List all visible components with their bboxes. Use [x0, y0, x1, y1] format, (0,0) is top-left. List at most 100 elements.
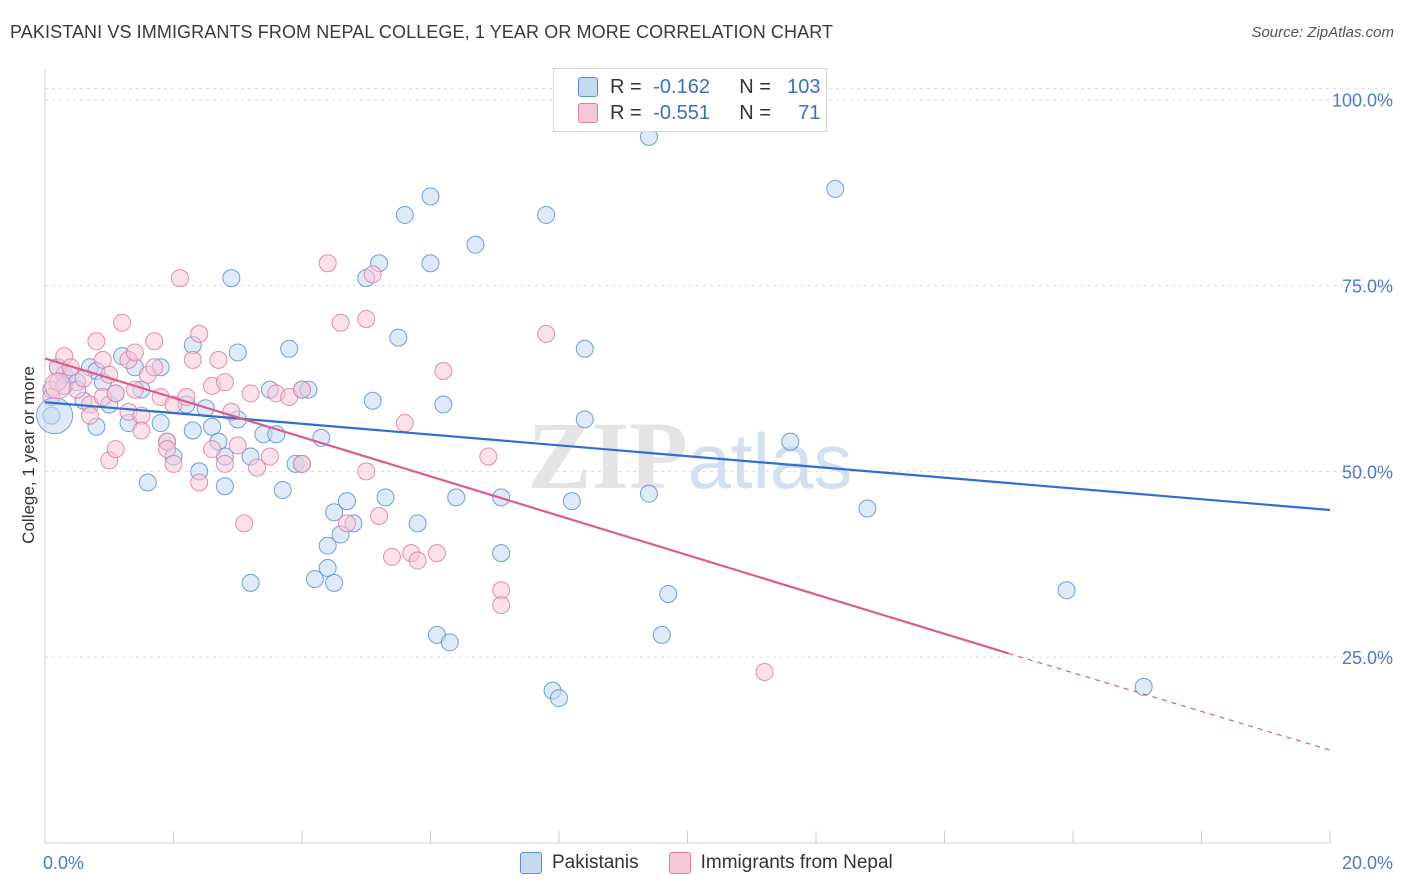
point-pakistanis [318, 558, 337, 577]
point-nepal [337, 514, 356, 533]
point-pakistanis [575, 339, 594, 358]
point-pakistanis [305, 570, 324, 589]
point-pakistanis [318, 536, 337, 555]
point-nepal [125, 343, 144, 362]
point-pakistanis [389, 328, 408, 347]
point-nepal [235, 514, 254, 533]
x-tick-label: 0.0% [43, 853, 84, 873]
point-pakistanis [421, 254, 440, 273]
point-pakistanis [447, 488, 466, 507]
point-nepal [215, 373, 234, 392]
point-pakistanis [575, 410, 594, 429]
trend-line-nepal-extension [1008, 652, 1331, 751]
legend-row-nepal: R = -0.551 N = 71 [578, 100, 821, 126]
y-tick-label: 50.0% [1342, 462, 1393, 482]
point-pakistanis [222, 269, 241, 288]
point-nepal [44, 372, 72, 400]
point-nepal [145, 358, 164, 377]
point-pakistanis [562, 492, 581, 511]
point-nepal [145, 332, 164, 351]
point-pakistanis [652, 625, 671, 644]
y-axis-label: College, 1 year or more [19, 366, 38, 544]
point-nepal [479, 447, 498, 466]
point-pakistanis [151, 414, 170, 433]
point-pakistanis [659, 585, 678, 604]
point-nepal [80, 406, 99, 425]
legend-n-label: N = [739, 101, 771, 124]
legend-label-pakistanis: Pakistanis [552, 852, 639, 873]
point-nepal [241, 384, 260, 403]
point-pakistanis [440, 633, 459, 652]
point-nepal [434, 362, 453, 381]
point-pakistanis [138, 473, 157, 492]
point-nepal [357, 309, 376, 328]
point-pakistanis [337, 492, 356, 511]
point-pakistanis [826, 179, 845, 198]
legend-label-nepal: Immigrants from Nepal [700, 852, 893, 873]
point-pakistanis [1134, 677, 1153, 696]
y-tick-label: 100.0% [1332, 91, 1393, 111]
point-pakistanis [215, 477, 234, 496]
point-nepal [318, 254, 337, 273]
point-pakistanis [325, 503, 344, 522]
point-nepal [492, 596, 511, 615]
point-nepal [209, 350, 228, 369]
point-pakistanis [639, 484, 658, 503]
point-nepal [260, 447, 279, 466]
point-nepal [370, 506, 389, 525]
point-pakistanis [228, 343, 247, 362]
point-pakistanis [273, 480, 292, 499]
point-nepal [248, 458, 267, 477]
point-nepal [87, 332, 106, 351]
point-pakistanis [466, 235, 485, 254]
legend-row-pakistanis: R = -0.162 N = 103 [578, 74, 821, 100]
point-pakistanis [325, 573, 344, 592]
legend-n-value: 103 [787, 75, 821, 98]
point-nepal [170, 269, 189, 288]
legend-swatch-nepal [578, 103, 598, 123]
legend-item-pakistanis[interactable]: Pakistanis [520, 852, 639, 874]
point-nepal [113, 313, 132, 332]
point-nepal [183, 350, 202, 369]
point-pakistanis [280, 339, 299, 358]
point-pakistanis [492, 544, 511, 563]
point-pakistanis [376, 488, 395, 507]
point-pakistanis [241, 573, 260, 592]
point-pakistanis [781, 432, 800, 451]
point-nepal [395, 414, 414, 433]
legend-item-nepal[interactable]: Immigrants from Nepal [668, 852, 893, 874]
point-nepal [106, 384, 125, 403]
trend-line-pakistanis [44, 401, 1331, 512]
point-pakistanis [858, 499, 877, 518]
legend-r-value: -0.162 [653, 75, 710, 98]
trend-lines [44, 357, 1331, 751]
tick-labels: 25.0% 50.0% 75.0% 100.0% 0.0% 20.0% [43, 91, 1393, 873]
point-nepal [228, 436, 247, 455]
point-nepal [537, 324, 556, 343]
trend-line-nepal [44, 357, 1010, 655]
legend-n-label: N = [739, 75, 771, 98]
point-nepal [427, 544, 446, 563]
point-nepal [293, 454, 311, 473]
stats-legend: R = -0.162 N = 103 R = -0.551 N = 71 [553, 68, 827, 132]
point-nepal [293, 380, 311, 399]
point-pakistanis [408, 514, 427, 533]
point-pakistanis [395, 205, 414, 224]
point-nepal [382, 547, 401, 566]
legend-swatch-nepal [668, 852, 691, 874]
point-nepal [106, 440, 125, 459]
legend-swatch-pakistanis [520, 852, 542, 874]
point-nepal [755, 663, 774, 682]
source-label: Source: ZipAtlas.com [1251, 24, 1394, 41]
point-nepal [164, 454, 183, 473]
point-nepal [363, 265, 382, 284]
point-pakistanis [363, 391, 382, 410]
point-pakistanis [537, 205, 556, 224]
point-nepal [215, 454, 234, 473]
point-pakistanis [183, 421, 202, 440]
point-nepal [158, 440, 177, 459]
point-nepal [190, 473, 209, 492]
series-legend: Pakistanis Immigrants from Nepal [520, 852, 923, 874]
y-tick-label: 75.0% [1342, 277, 1393, 297]
